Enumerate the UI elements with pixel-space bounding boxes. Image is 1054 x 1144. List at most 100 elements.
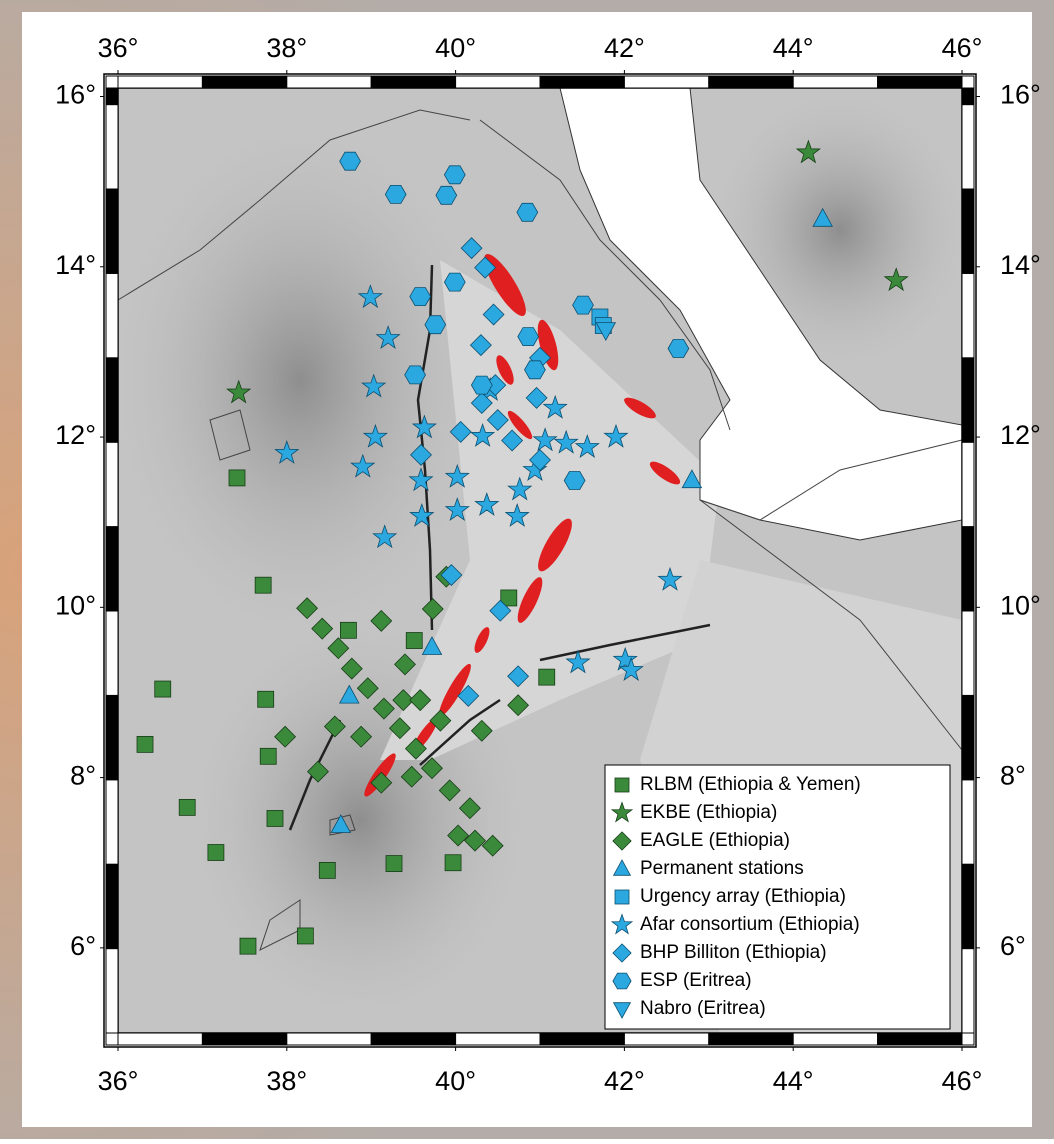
map-figure: 36° 36° 38° 38° 40° 40° 42° 42° 44° 44° 46° 46° 6° 6°… (0, 0, 1054, 1139)
x-tick-label: 44° (773, 33, 814, 63)
marker-square (260, 748, 276, 764)
x-tick-label: 36° (98, 1066, 139, 1096)
frame-segment (287, 76, 371, 88)
marker-square (386, 856, 402, 872)
frame-segment (540, 76, 624, 88)
x-tick-label: 46° (942, 33, 983, 63)
frame-segment (962, 358, 974, 442)
frame-segment (456, 1033, 540, 1045)
frame-segment (106, 358, 118, 442)
frame-segment (106, 88, 118, 105)
y-tick-label: 16° (55, 80, 96, 110)
frame-segment (709, 76, 793, 88)
y-tick-label: 6° (1000, 931, 1026, 961)
frame-segment (106, 189, 118, 273)
y-tick-label: 14° (55, 250, 96, 280)
frame-segment (962, 105, 974, 189)
marker-square (340, 622, 356, 638)
marker-square (155, 681, 171, 697)
frame-segment (106, 273, 118, 357)
frame-segment (202, 76, 286, 88)
frame-segment (106, 105, 118, 189)
legend-label: EAGLE (Ethiopia) (640, 830, 790, 851)
frame-corner (962, 76, 974, 88)
marker-square (445, 855, 461, 871)
highlands (110, 120, 490, 640)
x-tick-label: 40° (435, 33, 476, 63)
frame-segment (106, 864, 118, 948)
frame-segment (878, 1033, 962, 1045)
x-tick-label: 38° (266, 33, 307, 63)
frame-segment (962, 273, 974, 357)
frame-segment (540, 1033, 624, 1045)
legend-label: BHP Billiton (Ethiopia) (640, 942, 827, 963)
y-tick-label: 12° (1000, 420, 1041, 450)
frame-segment (106, 527, 118, 611)
marker-square (267, 810, 283, 826)
x-tick-label: 42° (604, 1066, 645, 1096)
marker-square (255, 577, 271, 593)
frame-corner (106, 76, 118, 88)
marker-square (229, 470, 245, 486)
frame-segment (962, 527, 974, 611)
frame-segment (371, 76, 455, 88)
x-tick-label: 40° (435, 1066, 476, 1096)
x-tick-label: 42° (604, 33, 645, 63)
marker-square (258, 691, 274, 707)
marker-square (615, 778, 629, 792)
marker-square (539, 669, 555, 685)
x-tick-label: 44° (773, 1066, 814, 1096)
marker-square (319, 862, 335, 878)
marker-square (208, 845, 224, 861)
frame-segment (456, 76, 540, 88)
frame-segment (709, 1033, 793, 1045)
frame-segment (962, 864, 974, 948)
frame-segment (962, 695, 974, 779)
frame-segment (106, 949, 118, 1033)
legend-label: Permanent stations (640, 858, 804, 879)
frame-segment (106, 442, 118, 526)
frame-segment (624, 76, 708, 88)
y-tick-label: 14° (1000, 250, 1041, 280)
legend-label: EKBE (Ethiopia) (640, 802, 777, 823)
frame-segment (793, 1033, 877, 1045)
frame-segment (793, 76, 877, 88)
legend-label: RLBM (Ethiopia & Yemen) (640, 774, 861, 795)
page: {"chart_data": { "type": "scatter", "xli… (0, 0, 1054, 1139)
marker-square (615, 890, 629, 904)
frame-segment (106, 780, 118, 864)
y-tick-label: 16° (1000, 80, 1041, 110)
marker-square (406, 633, 422, 649)
frame-segment (371, 1033, 455, 1045)
frame-corner (106, 1033, 118, 1045)
marker-square (240, 938, 256, 954)
frame-segment (962, 88, 974, 105)
marker-square (297, 928, 313, 944)
frame-segment (878, 76, 962, 88)
y-tick-label: 8° (1000, 761, 1026, 791)
frame-segment (118, 76, 202, 88)
x-tick-label: 46° (942, 1066, 983, 1096)
x-tick-label: 36° (98, 33, 139, 63)
frame-segment (106, 611, 118, 695)
frame-segment (962, 949, 974, 1033)
frame-corner (962, 1033, 974, 1045)
frame-segment (106, 695, 118, 779)
y-tick-label: 12° (55, 420, 96, 450)
frame-segment (287, 1033, 371, 1045)
legend-label: Nabro (Eritrea) (640, 998, 766, 1019)
marker-square (179, 799, 195, 815)
legend-label: Urgency array (Ethiopia) (640, 886, 846, 907)
frame-segment (118, 1033, 202, 1045)
legend-label: ESP (Eritrea) (640, 970, 752, 991)
frame-segment (962, 442, 974, 526)
frame-segment (624, 1033, 708, 1045)
y-tick-label: 10° (1000, 590, 1041, 620)
marker-square (137, 736, 153, 752)
y-tick-label: 8° (70, 761, 96, 791)
frame-segment (962, 611, 974, 695)
frame-segment (202, 1033, 286, 1045)
x-tick-label: 38° (266, 1066, 307, 1096)
y-tick-label: 6° (70, 931, 96, 961)
legend-label: Afar consortium (Ethiopia) (640, 914, 860, 935)
